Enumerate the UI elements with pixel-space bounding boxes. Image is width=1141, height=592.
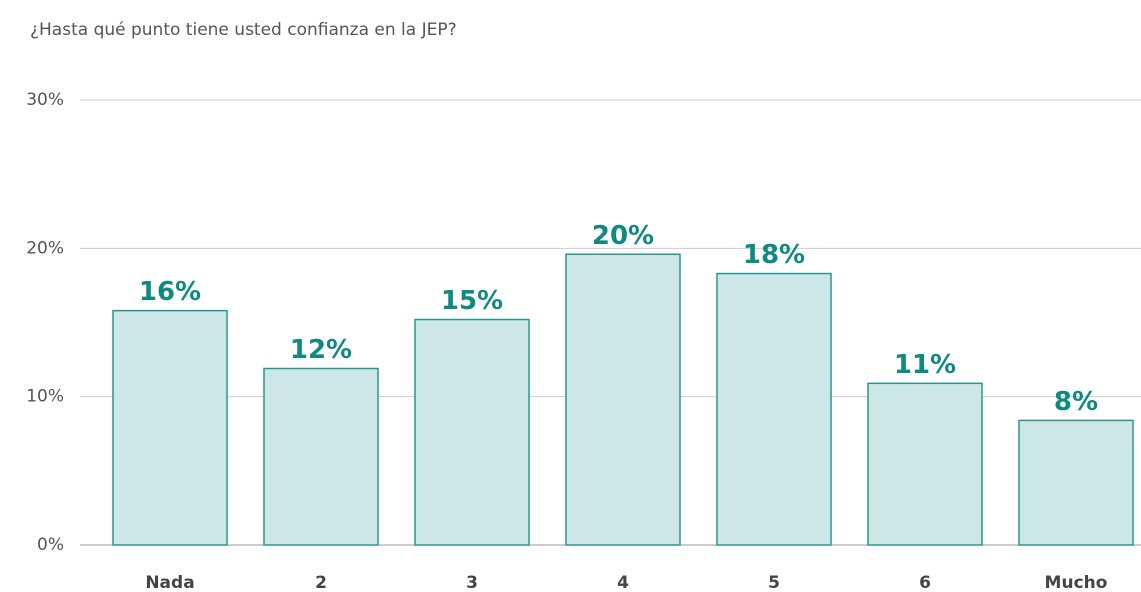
data-label: 12%	[290, 335, 352, 365]
chart-title: ¿Hasta qué punto tiene usted confianza e…	[30, 20, 457, 40]
bar	[716, 272, 832, 546]
y-tick-label: 0%	[37, 535, 64, 555]
y-tick-label: 20%	[26, 238, 64, 258]
bar	[263, 367, 379, 546]
x-tick-label: 3	[466, 573, 478, 592]
data-label: 16%	[139, 277, 201, 307]
data-label: 20%	[592, 221, 654, 251]
x-tick-label: 2	[315, 573, 327, 592]
bar	[565, 253, 681, 546]
data-label: 11%	[894, 350, 956, 380]
bar	[414, 318, 530, 546]
data-label: 8%	[1054, 387, 1098, 417]
bar	[1018, 419, 1134, 546]
bar	[867, 382, 983, 546]
y-tick-label: 30%	[26, 90, 64, 110]
data-label: 18%	[743, 240, 805, 270]
x-tick-label: 4	[617, 573, 629, 592]
y-tick-label: 10%	[26, 387, 64, 407]
x-tick-label: 5	[768, 573, 780, 592]
x-tick-label: 6	[919, 573, 931, 592]
x-tick-label: Mucho	[1045, 573, 1108, 592]
bar	[112, 309, 228, 546]
x-tick-label: Nada	[145, 573, 194, 592]
data-label: 15%	[441, 286, 503, 316]
